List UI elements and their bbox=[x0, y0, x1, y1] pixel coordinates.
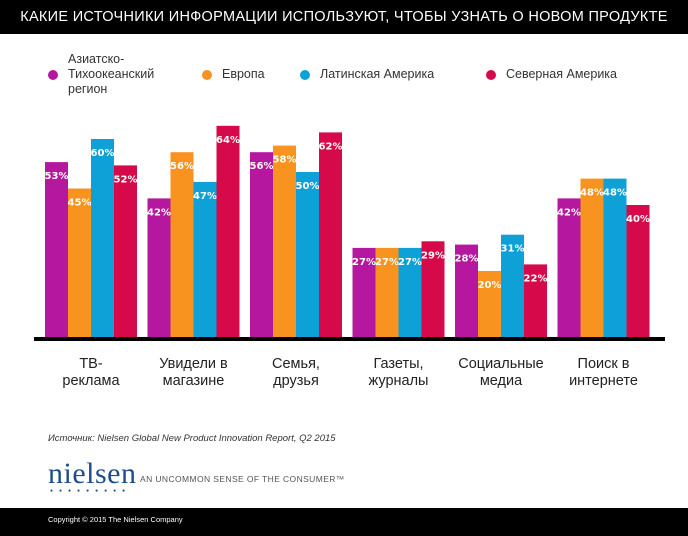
bar bbox=[114, 165, 137, 337]
nielsen-logo: nielsen bbox=[48, 457, 137, 490]
data-label: 64% bbox=[216, 135, 240, 146]
bar bbox=[398, 247, 422, 337]
bar-chart: 53% 45% 60% 52% ТВ-реклама 42% 56% 47% 64% Увидел… bbox=[34, 125, 665, 389]
bar bbox=[455, 244, 478, 337]
category-label: реклама bbox=[62, 373, 120, 389]
legend-label-asia: Азиатско- Тихоокеанский регион bbox=[68, 52, 155, 96]
bar bbox=[147, 198, 171, 337]
data-label: 29% bbox=[421, 250, 445, 261]
legend-dot-asia bbox=[48, 69, 58, 80]
bar bbox=[216, 125, 240, 337]
chart-title: КАКИЕ ИСТОЧНИКИ ИНФОРМАЦИИ ИСПОЛЬЗУЮТ, Ч… bbox=[20, 9, 668, 25]
bar bbox=[68, 188, 91, 337]
data-label: 22% bbox=[524, 273, 548, 284]
title-bar: КАКИЕ ИСТОЧНИКИ ИНФОРМАЦИИ ИСПОЛЬЗУЮТ, Ч… bbox=[0, 0, 688, 34]
bar bbox=[273, 145, 296, 337]
legend-label-europe: Европа bbox=[222, 67, 265, 81]
bar bbox=[478, 271, 501, 337]
data-label: 47% bbox=[193, 191, 217, 202]
data-label: 56% bbox=[170, 161, 194, 172]
data-label: 58% bbox=[273, 155, 297, 166]
category-label: друзья bbox=[273, 373, 319, 389]
x-axis-baseline bbox=[34, 337, 665, 341]
category-label: Семья, bbox=[272, 356, 320, 372]
data-label: 62% bbox=[319, 141, 343, 152]
tagline: AN UNCOMMON SENSE OF THE CONSUMER™ bbox=[140, 474, 345, 484]
data-label: 20% bbox=[478, 280, 502, 291]
category-label: магазине bbox=[163, 373, 225, 389]
data-label: 42% bbox=[557, 207, 581, 218]
data-label: 42% bbox=[147, 207, 171, 218]
legend-item-namerica: Северная Америка bbox=[486, 67, 617, 82]
category-label: Поиск в bbox=[578, 356, 630, 372]
legend-label-latam: Латинская Америка bbox=[320, 67, 435, 81]
category-label: ТВ- bbox=[79, 356, 103, 372]
data-label: 50% bbox=[296, 181, 320, 192]
bar bbox=[45, 162, 68, 337]
data-label: 27% bbox=[352, 257, 376, 268]
bar bbox=[557, 198, 581, 337]
data-label: 27% bbox=[375, 257, 399, 268]
legend-item-latam: Латинская Америка bbox=[300, 67, 434, 82]
data-label: 53% bbox=[45, 171, 69, 182]
legend-dot-latam bbox=[300, 69, 310, 80]
bar bbox=[375, 247, 399, 337]
bar bbox=[250, 152, 273, 337]
bar bbox=[524, 264, 547, 337]
data-label: 40% bbox=[626, 214, 650, 225]
data-label: 45% bbox=[68, 198, 92, 209]
category-label: медиа bbox=[480, 373, 523, 389]
data-label: 27% bbox=[398, 257, 422, 268]
data-label: 52% bbox=[114, 174, 138, 185]
bar bbox=[603, 178, 627, 337]
bar bbox=[626, 205, 650, 337]
legend-dot-europe bbox=[202, 69, 212, 80]
bar bbox=[501, 234, 524, 337]
legend-label-namerica: Северная Америка bbox=[506, 67, 617, 81]
data-label: 60% bbox=[91, 148, 115, 159]
bar bbox=[193, 181, 217, 337]
category-label: интернете bbox=[569, 373, 638, 389]
legend-item-asia: Азиатско- Тихоокеанский регион bbox=[48, 52, 154, 97]
bar bbox=[91, 139, 114, 337]
data-label: 56% bbox=[250, 161, 274, 172]
bar bbox=[580, 178, 604, 337]
logo-dots: ●●●●●●●●● bbox=[50, 488, 132, 494]
data-label: 48% bbox=[580, 188, 604, 199]
bar bbox=[352, 247, 376, 337]
data-label: 48% bbox=[603, 188, 627, 199]
legend-dot-namerica bbox=[486, 69, 496, 80]
source-note: Источник: Nielsen Global New Product Inn… bbox=[48, 433, 336, 444]
category-label: Газеты, bbox=[373, 356, 423, 372]
bar bbox=[319, 132, 342, 337]
data-label: 31% bbox=[501, 244, 525, 255]
data-label: 28% bbox=[455, 254, 479, 265]
legend-item-europe: Европа bbox=[202, 67, 265, 82]
copyright: Copyright © 2015 The Nielsen Company bbox=[48, 515, 183, 524]
category-label: Социальные bbox=[458, 356, 544, 372]
bar bbox=[170, 152, 194, 337]
category-label: Увидели в bbox=[159, 356, 228, 372]
footer-bar: Copyright © 2015 The Nielsen Company bbox=[0, 508, 688, 536]
bar bbox=[421, 241, 445, 337]
bar bbox=[296, 172, 319, 337]
category-label: журналы bbox=[369, 373, 429, 389]
